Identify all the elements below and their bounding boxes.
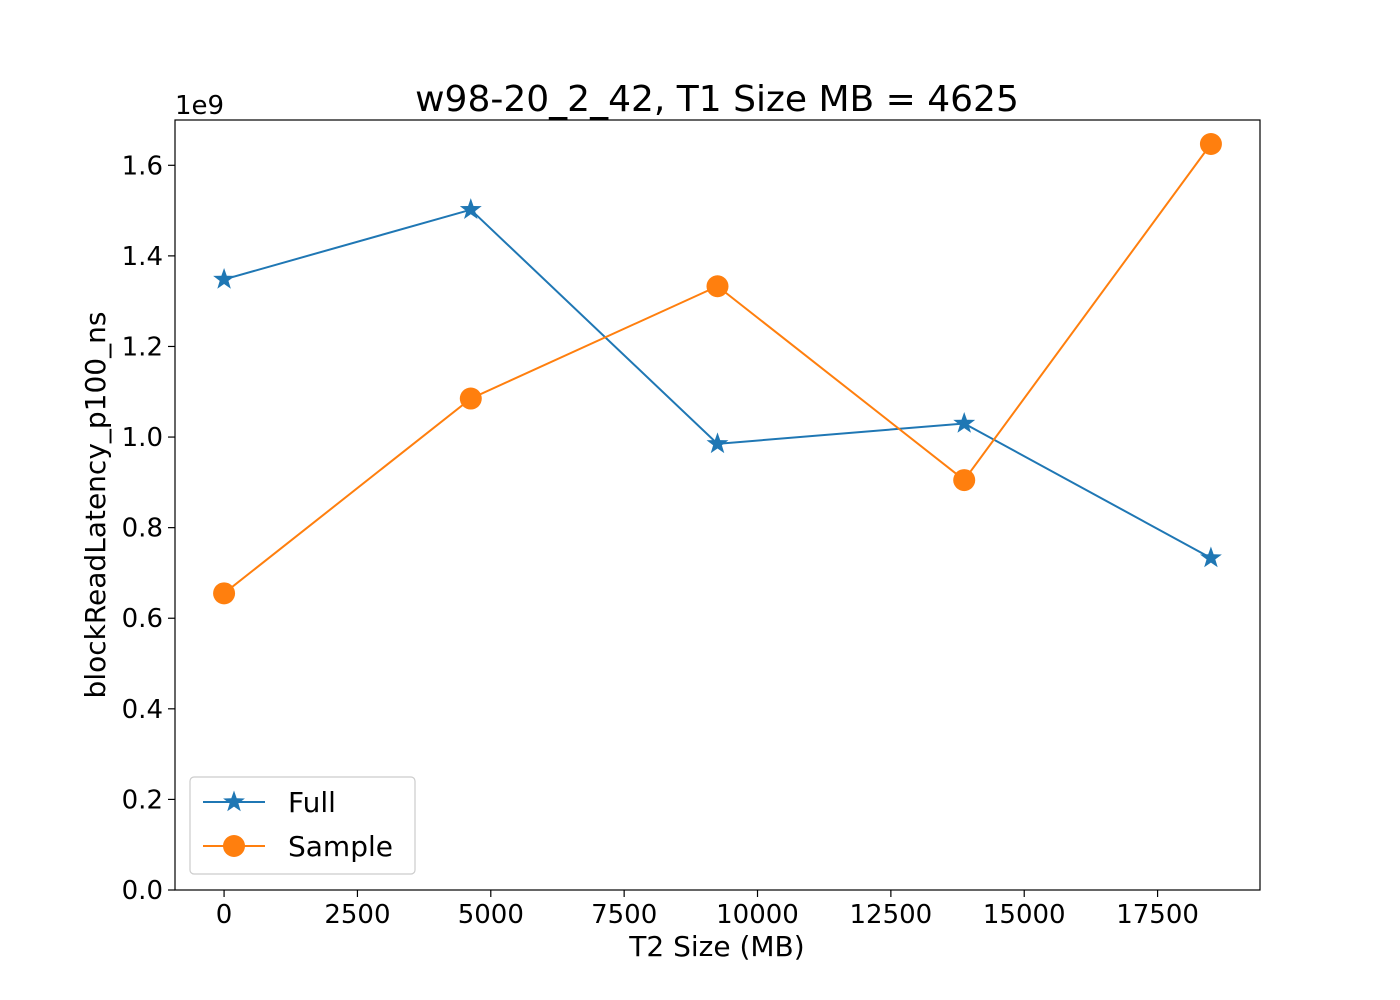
x-tick-label: 10000 [716,900,799,930]
data-point-sample [213,582,236,605]
legend: Full Sample [189,776,416,875]
data-point-full [1199,546,1222,568]
y-axis-label: blockReadLatency_p100_ns [79,312,112,699]
x-tick-label: 12500 [850,900,933,930]
y-tick-label: 0.0 [122,876,163,906]
chart-title: w98-20_2_42, T1 Size MB = 4625 [415,79,1019,120]
y-tick-label: 0.8 [122,514,163,544]
x-tick-label: 0 [216,900,233,930]
x-tick-label: 2500 [324,900,390,930]
series-line-sample [223,143,1212,595]
legend-label-sample: Sample [288,830,393,863]
data-point-sample [953,469,976,492]
y-tick-label: 0.6 [122,604,163,634]
legend-marker-sample [223,835,245,857]
legend-marker-full [223,790,245,812]
y-axis-multiplier: 1e9 [175,91,224,121]
series-line-full [223,208,1212,559]
x-tick-label: 17500 [1116,900,1199,930]
legend-label-full: Full [288,786,336,819]
x-axis-label: T2 Size (MB) [628,930,804,963]
y-axis-ticks: 0.0 0.2 0.4 0.6 0.8 1.0 1.2 1.4 1.6 [122,151,175,906]
y-tick-label: 1.4 [122,242,163,272]
data-point-sample [459,387,482,410]
data-point-full [459,198,482,219]
y-tick-label: 1.2 [122,332,163,362]
data-point-sample [706,275,729,298]
data-point-full [953,411,976,433]
y-tick-label: 0.4 [122,695,163,725]
x-tick-label: 7500 [591,900,657,930]
x-tick-label: 15000 [983,900,1066,930]
y-tick-label: 1.6 [122,151,163,181]
data-point-full [706,432,729,454]
x-axis-ticks: 0 2500 5000 7500 10000 12500 15000 17500 [216,890,1199,930]
plot-frame [174,119,1261,891]
data-point-full [213,267,236,289]
data-point-sample [1199,133,1222,156]
y-tick-label: 1.0 [122,423,163,453]
series-layer [213,133,1222,605]
x-tick-label: 5000 [458,900,524,930]
y-tick-label: 0.2 [122,785,163,815]
